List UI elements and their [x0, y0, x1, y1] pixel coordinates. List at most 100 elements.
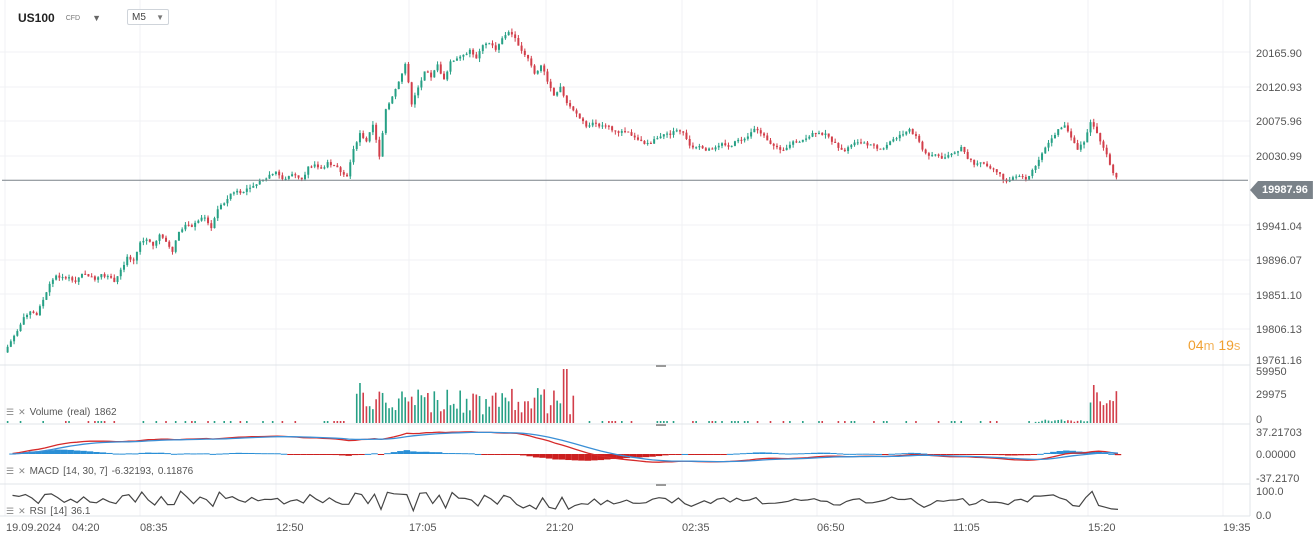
candle-body	[578, 113, 581, 119]
symbol-selector[interactable]: US100 CFD ▼	[18, 8, 101, 28]
macd-hist-bar	[448, 453, 456, 455]
candle-body	[837, 142, 840, 148]
macd-hist-bar	[565, 454, 572, 461]
macd-hist-bar	[345, 454, 352, 456]
chevron-down-icon[interactable]: ▼	[92, 13, 102, 23]
candle-body	[817, 132, 820, 134]
macd-hist-bar	[843, 453, 850, 455]
candle-body	[1112, 164, 1115, 174]
candle-body	[252, 186, 255, 188]
candle-body	[601, 125, 604, 127]
volume-bar	[572, 395, 575, 423]
candle-body	[465, 53, 468, 55]
menu-icon[interactable]: ☰	[6, 506, 15, 516]
candle-body	[459, 56, 462, 59]
volume-bar	[385, 402, 387, 423]
close-icon[interactable]: ✕	[18, 466, 26, 476]
candle-body	[1083, 142, 1086, 145]
candle-body	[850, 145, 853, 148]
volume-bar	[915, 421, 917, 423]
volume-bar	[336, 421, 339, 423]
candle-body	[384, 109, 387, 134]
volume-bar	[223, 421, 225, 423]
macd-label: MACD	[29, 466, 60, 477]
volume-bar	[950, 421, 953, 423]
menu-icon[interactable]: ☰	[6, 466, 15, 476]
candle-body	[530, 58, 533, 66]
volume-bar	[821, 421, 824, 423]
candle-body	[937, 154, 940, 156]
volume-value: 1862	[94, 407, 117, 418]
candle-body	[740, 139, 743, 141]
candle-body	[287, 176, 290, 179]
timeframe-dropdown[interactable]: M5 ▼	[127, 9, 169, 25]
volume-bar	[87, 421, 90, 423]
candle-body	[604, 125, 607, 127]
volume-bar	[517, 401, 520, 423]
close-icon[interactable]: ✕	[18, 506, 26, 516]
volume-bar	[837, 421, 840, 423]
macd-hist-bar	[681, 453, 689, 455]
candle-body	[355, 142, 358, 150]
candle-body	[26, 314, 29, 318]
volume-bar	[559, 403, 562, 423]
candle-body	[1095, 126, 1098, 134]
candle-body	[165, 237, 168, 242]
candle-body	[410, 82, 413, 105]
volume-bar	[394, 410, 397, 423]
candle-body	[986, 163, 989, 167]
macd-hist-bar	[1108, 453, 1115, 455]
volume-bar	[142, 421, 145, 423]
volume-bar	[818, 421, 820, 423]
candle-body	[543, 65, 546, 72]
candle-body	[13, 335, 16, 342]
macd-hist-bar	[1063, 450, 1070, 454]
volume-bar	[414, 405, 416, 423]
candle-body	[38, 306, 41, 316]
candle-body	[876, 145, 879, 149]
macd-hist-bar	[1011, 454, 1018, 456]
candle-body	[145, 239, 148, 241]
volume-bar	[601, 421, 604, 423]
volume-bar	[1105, 403, 1108, 423]
candle-body	[640, 139, 643, 141]
candle-countdown: 04m 19s	[1188, 337, 1240, 353]
candle-body	[556, 92, 559, 96]
candle-body	[449, 61, 452, 72]
volume-tick: 59950	[1256, 366, 1287, 378]
candle-body	[368, 132, 371, 142]
volume-bar	[989, 421, 992, 423]
candle-body	[268, 174, 271, 179]
candle-body	[316, 164, 319, 168]
symbol-name: US100	[18, 11, 55, 25]
candle-body	[507, 32, 510, 36]
macd-hist-bar	[274, 453, 281, 455]
macd-hist-bar	[293, 454, 301, 455]
macd-hist-bar	[642, 454, 650, 458]
volume-bar	[475, 394, 478, 423]
time-axis[interactable]: 19.09.2024 04:20 08:35 12:50 17:05 21:20…	[6, 522, 1251, 534]
volume-bar	[482, 414, 484, 423]
volume-bar	[1115, 391, 1118, 423]
candle-body	[1044, 147, 1047, 154]
volume-bar	[588, 421, 591, 423]
candle-body	[371, 124, 374, 133]
price-axis[interactable]: 20165.90 20120.93 20075.96 20030.99 1994…	[1256, 48, 1302, 367]
macd-hist-bar	[765, 452, 773, 454]
candle-body	[116, 276, 119, 282]
candle-body	[155, 240, 158, 246]
macd-hist-bar	[86, 451, 94, 454]
volume-bar	[747, 421, 749, 423]
close-icon[interactable]: ✕	[18, 407, 26, 417]
candle-body	[669, 133, 672, 135]
candle-body	[55, 275, 58, 280]
candle-body	[294, 174, 297, 176]
menu-icon[interactable]: ☰	[6, 407, 15, 417]
volume-bar	[478, 396, 481, 423]
macd-hist-bar	[397, 451, 404, 454]
volume-bar	[436, 400, 439, 423]
candle-body	[675, 130, 678, 132]
macd-hist-bar	[371, 453, 378, 455]
macd-hist-bar	[991, 454, 999, 456]
